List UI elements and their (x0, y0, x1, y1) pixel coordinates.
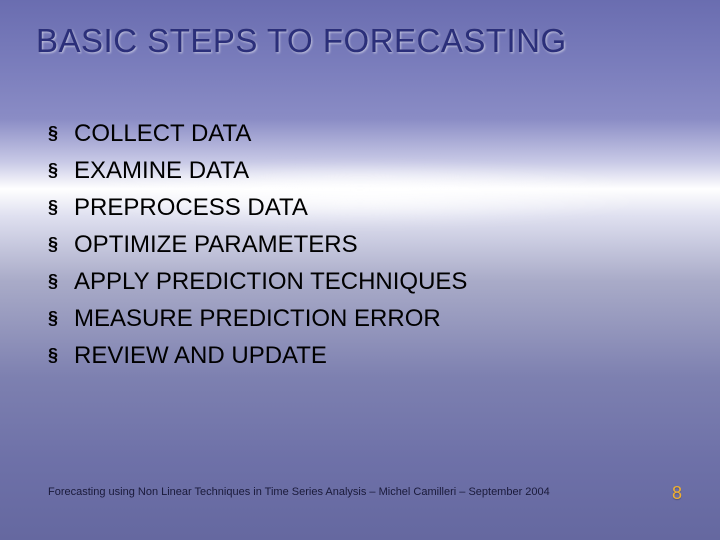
bullet-marker-icon: § (48, 192, 58, 223)
bullet-text: APPLY PREDICTION TECHNIQUES (74, 266, 467, 297)
bullet-marker-icon: § (48, 229, 58, 260)
list-item: § EXAMINE DATA (48, 155, 684, 186)
list-item: § PREPROCESS DATA (48, 192, 684, 223)
bullet-marker-icon: § (48, 118, 58, 149)
list-item: § OPTIMIZE PARAMETERS (48, 229, 684, 260)
bullet-text: MEASURE PREDICTION ERROR (74, 303, 441, 334)
bullet-marker-icon: § (48, 340, 58, 371)
bullet-text: OPTIMIZE PARAMETERS (74, 229, 358, 260)
bullet-list: § COLLECT DATA § EXAMINE DATA § PREPROCE… (36, 118, 684, 371)
bullet-text: PREPROCESS DATA (74, 192, 308, 223)
list-item: § APPLY PREDICTION TECHNIQUES (48, 266, 684, 297)
bullet-marker-icon: § (48, 266, 58, 297)
list-item: § COLLECT DATA (48, 118, 684, 149)
slide-container: BASIC STEPS TO FORECASTING § COLLECT DAT… (0, 0, 720, 540)
bullet-text: REVIEW AND UPDATE (74, 340, 327, 371)
list-item: § REVIEW AND UPDATE (48, 340, 684, 371)
bullet-marker-icon: § (48, 303, 58, 334)
bullet-text: EXAMINE DATA (74, 155, 249, 186)
page-number: 8 (672, 483, 682, 504)
slide-title: BASIC STEPS TO FORECASTING (36, 22, 684, 60)
slide-footer: Forecasting using Non Linear Techniques … (48, 486, 550, 498)
bullet-marker-icon: § (48, 155, 58, 186)
list-item: § MEASURE PREDICTION ERROR (48, 303, 684, 334)
bullet-text: COLLECT DATA (74, 118, 251, 149)
